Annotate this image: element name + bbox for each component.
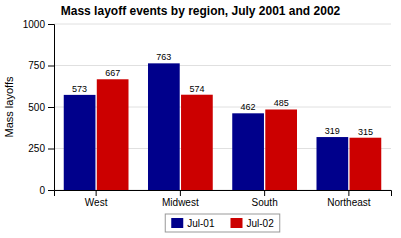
tick-label: 500 xyxy=(28,102,45,113)
tick: Northeast xyxy=(327,190,371,208)
data-label: 315 xyxy=(358,127,373,137)
data-label: 667 xyxy=(105,68,120,78)
tick-label: Northeast xyxy=(327,197,371,208)
tick-mark xyxy=(180,190,181,196)
data-label: 462 xyxy=(241,102,256,112)
title: Mass layoff events by region, July 2001 … xyxy=(61,4,341,18)
data-label: 319 xyxy=(325,126,340,136)
bar xyxy=(350,138,382,190)
tick-label: 750 xyxy=(28,60,45,71)
y-axis: 0 250 500 750 1000 xyxy=(23,19,55,196)
tick: South xyxy=(252,190,278,208)
tick-label: 1000 xyxy=(23,19,46,30)
legend-item: Jul-01 xyxy=(171,218,215,229)
legend: Jul-01 Jul-02 xyxy=(165,214,280,232)
x-axis: West Midwest South Northeast xyxy=(55,190,392,208)
data-label: 485 xyxy=(274,98,289,108)
tick-label: Midwest xyxy=(162,197,199,208)
axis-line xyxy=(48,25,55,191)
bar xyxy=(316,137,348,190)
bar xyxy=(232,113,264,190)
bar xyxy=(181,95,213,190)
grid xyxy=(54,24,391,190)
tick: West xyxy=(85,190,108,208)
tick: 750 xyxy=(28,60,54,71)
tick-label: 250 xyxy=(28,143,45,154)
legend-label: Jul-02 xyxy=(247,218,275,229)
y-axis-title: Mass layoffs xyxy=(3,76,15,137)
tick-mark xyxy=(48,190,54,191)
legend-swatch xyxy=(171,218,183,228)
tick: 250 xyxy=(28,143,54,154)
tick-label: 0 xyxy=(39,185,45,196)
data-label: 574 xyxy=(189,84,204,94)
tick-mark xyxy=(348,190,349,196)
tick-mark xyxy=(48,24,54,25)
tick-label: West xyxy=(85,197,108,208)
data-labels: 573 763 462 319 667 574 485 315 xyxy=(72,52,373,136)
grid-line xyxy=(54,65,391,66)
legend-label: Jul-01 xyxy=(187,218,215,229)
tick-mark xyxy=(48,66,54,67)
legend-item: Jul-02 xyxy=(231,218,275,229)
bar xyxy=(148,63,180,190)
bar xyxy=(97,79,129,190)
bar xyxy=(64,95,96,190)
tick-mark xyxy=(96,190,97,196)
tick-mark xyxy=(48,149,54,150)
bar xyxy=(265,109,297,190)
tick-mark xyxy=(264,190,265,196)
data-label: 573 xyxy=(72,84,87,94)
tick: 0 xyxy=(39,185,54,196)
tick: 1000 xyxy=(23,19,54,30)
tick-label: South xyxy=(252,197,278,208)
tick: Midwest xyxy=(162,190,199,208)
tick-mark xyxy=(48,107,54,108)
legend-swatch xyxy=(231,218,243,228)
axis-line xyxy=(55,191,392,197)
legend-frame xyxy=(165,214,280,232)
data-label: 763 xyxy=(156,52,171,62)
tick: 500 xyxy=(28,102,54,113)
bars xyxy=(64,63,382,190)
grid-line xyxy=(54,24,391,25)
chart: 0 250 500 750 1000 West Midwest South Northeast 5… xyxy=(0,0,401,238)
plot: 0 250 500 750 1000 West Midwest South Northeast 5… xyxy=(23,19,392,208)
